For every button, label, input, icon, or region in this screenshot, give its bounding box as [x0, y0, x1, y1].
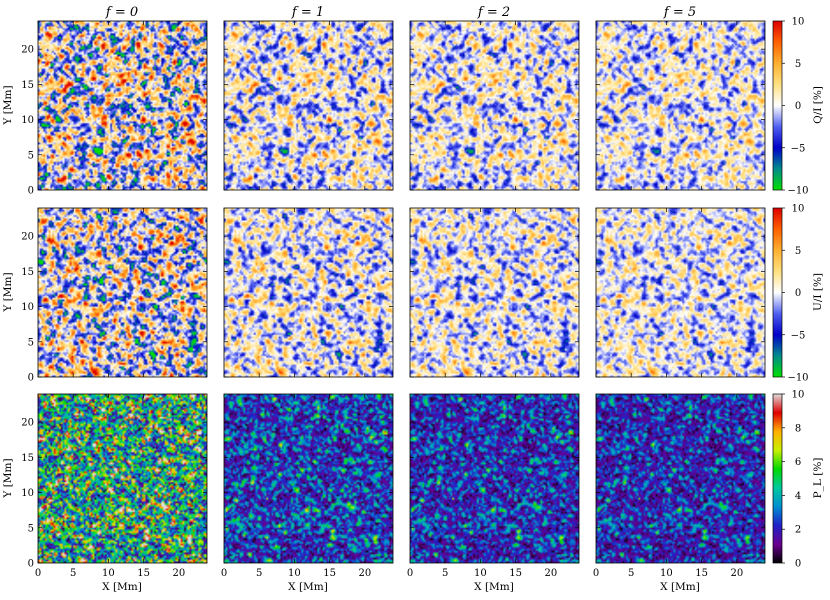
heatmap-qi-col1: [224, 21, 393, 190]
y-axis-label-row-q: Y [Mm]: [2, 85, 14, 125]
colorbar-tick-label: −10: [787, 186, 808, 197]
colorbar-tick-label: 6: [795, 457, 801, 468]
x-tick-label: 5: [628, 568, 634, 579]
colorbar-label-u: U/I [%]: [812, 273, 824, 311]
panel-frame-row2-col0: [37, 393, 208, 564]
column-title-f0: f = 0: [105, 5, 138, 20]
ticks-layer: 0 5 10 15 20 0 5 10 15 20 0 5 10 15 20 0 5 10 15 20 0 5 10 15 20…: [21, 21, 765, 579]
x-axis-label-col-f5: X [Mm]: [660, 581, 700, 593]
x-tick-label: 20: [730, 568, 743, 579]
x-tick-label: 15: [137, 568, 150, 579]
colorbar-tick-label: 8: [795, 423, 801, 434]
heatmap-p_l-col3: [596, 394, 765, 563]
colorbar-tick-label: 0: [795, 101, 801, 112]
panel-frame-row0-col2: [409, 20, 580, 191]
heatmap-p_l-col0: [38, 394, 207, 563]
colorbar-tick-label: 0: [795, 559, 801, 570]
colorbar-qi: [772, 20, 783, 191]
colorbar-tick-label: 5: [795, 246, 801, 257]
y-axis-label-row-u: Y [Mm]: [2, 272, 14, 312]
colorbar-tick-label: −5: [791, 330, 806, 341]
panel-frame-row2-col1: [223, 393, 394, 564]
x-tick-label: 0: [221, 568, 227, 579]
panel-frame-row0-col3: [595, 20, 766, 191]
heatmap-ui-col1: [224, 208, 393, 377]
x-tick-label: 20: [172, 568, 185, 579]
x-tick-label: 20: [544, 568, 557, 579]
x-tick-label: 20: [358, 568, 371, 579]
y-tick-label: 20: [21, 418, 34, 429]
y-tick-label: 10: [21, 302, 34, 313]
y-tick-label: 5: [28, 150, 34, 161]
panel-frame-row1-col0: [37, 207, 208, 378]
x-tick-label: 5: [256, 568, 262, 579]
x-tick-label: 5: [442, 568, 448, 579]
x-tick-label: 15: [695, 568, 708, 579]
y-tick-label: 0: [28, 186, 34, 197]
colorbar-ui: [772, 207, 783, 378]
colorbar-p_l: [772, 393, 783, 564]
colorbar-label-pl: P_L [%]: [812, 458, 824, 499]
panels-layer: [37, 20, 766, 564]
colorbar-tick-label: 10: [792, 390, 805, 401]
panel-frame-row1-col3: [595, 207, 766, 378]
heatmap-ui-col0: [38, 208, 207, 377]
panel-frame-row0-col1: [223, 20, 394, 191]
colorbar-tick-label: 5: [795, 59, 801, 70]
colorbar-tick-label: 10: [792, 204, 805, 215]
x-axis-label-col-f1: X [Mm]: [288, 581, 328, 593]
x-tick-label: 0: [593, 568, 599, 579]
heatmap-ui-col3: [596, 208, 765, 377]
heatmap-qi-col0: [38, 21, 207, 190]
y-tick-label: 20: [21, 45, 34, 56]
x-tick-label: 15: [323, 568, 336, 579]
y-axis-label-row-pl: Y [Mm]: [2, 458, 14, 498]
x-axis-label-col-f0: X [Mm]: [102, 581, 142, 593]
y-tick-label: 20: [21, 232, 34, 243]
x-tick-label: 0: [407, 568, 413, 579]
colorbar-tick-label: −5: [791, 143, 806, 154]
y-tick-label: 5: [28, 337, 34, 348]
heatmap-p_l-col1: [224, 394, 393, 563]
colorbar-tick-label: −10: [787, 373, 808, 384]
x-tick-label: 10: [474, 568, 487, 579]
y-tick-label: 15: [21, 267, 34, 278]
colorbar-tick-label: 4: [795, 491, 801, 502]
panel-frame-row2-col2: [409, 393, 580, 564]
x-tick-label: 5: [70, 568, 76, 579]
x-tick-label: 15: [509, 568, 522, 579]
x-axis-label-col-f2: X [Mm]: [474, 581, 514, 593]
colorbar-layer: −10 −5 0 5 10 −10 −5 0 5 10 0 2 4 6 8 10: [772, 17, 809, 570]
column-title-f5: f = 5: [663, 5, 696, 20]
y-tick-label: 0: [28, 373, 34, 384]
column-title-f1: f = 1: [291, 5, 324, 20]
y-tick-label: 5: [28, 523, 34, 534]
panel-frame-row1-col2: [409, 207, 580, 378]
colorbar-label-q: Q/I [%]: [812, 86, 824, 124]
panel-frame-row0-col0: [37, 20, 208, 191]
y-tick-label: 10: [21, 488, 34, 499]
heatmap-ui-col2: [410, 208, 579, 377]
y-tick-label: 0: [28, 559, 34, 570]
colorbar-tick-label: 2: [795, 525, 801, 536]
colorbar-tick-label: 10: [792, 17, 805, 28]
heatmap-qi-col3: [596, 21, 765, 190]
heatmap-qi-col2: [410, 21, 579, 190]
panel-frame-row2-col3: [595, 393, 766, 564]
y-tick-label: 10: [21, 115, 34, 126]
x-tick-label: 10: [102, 568, 115, 579]
column-title-f2: f = 2: [477, 5, 510, 20]
y-tick-label: 15: [21, 453, 34, 464]
heatmap-p_l-col2: [410, 394, 579, 563]
y-tick-label: 15: [21, 80, 34, 91]
x-tick-label: 0: [35, 568, 41, 579]
x-tick-label: 10: [660, 568, 673, 579]
panel-frame-row1-col1: [223, 207, 394, 378]
x-tick-label: 10: [288, 568, 301, 579]
colorbar-tick-label: 0: [795, 288, 801, 299]
